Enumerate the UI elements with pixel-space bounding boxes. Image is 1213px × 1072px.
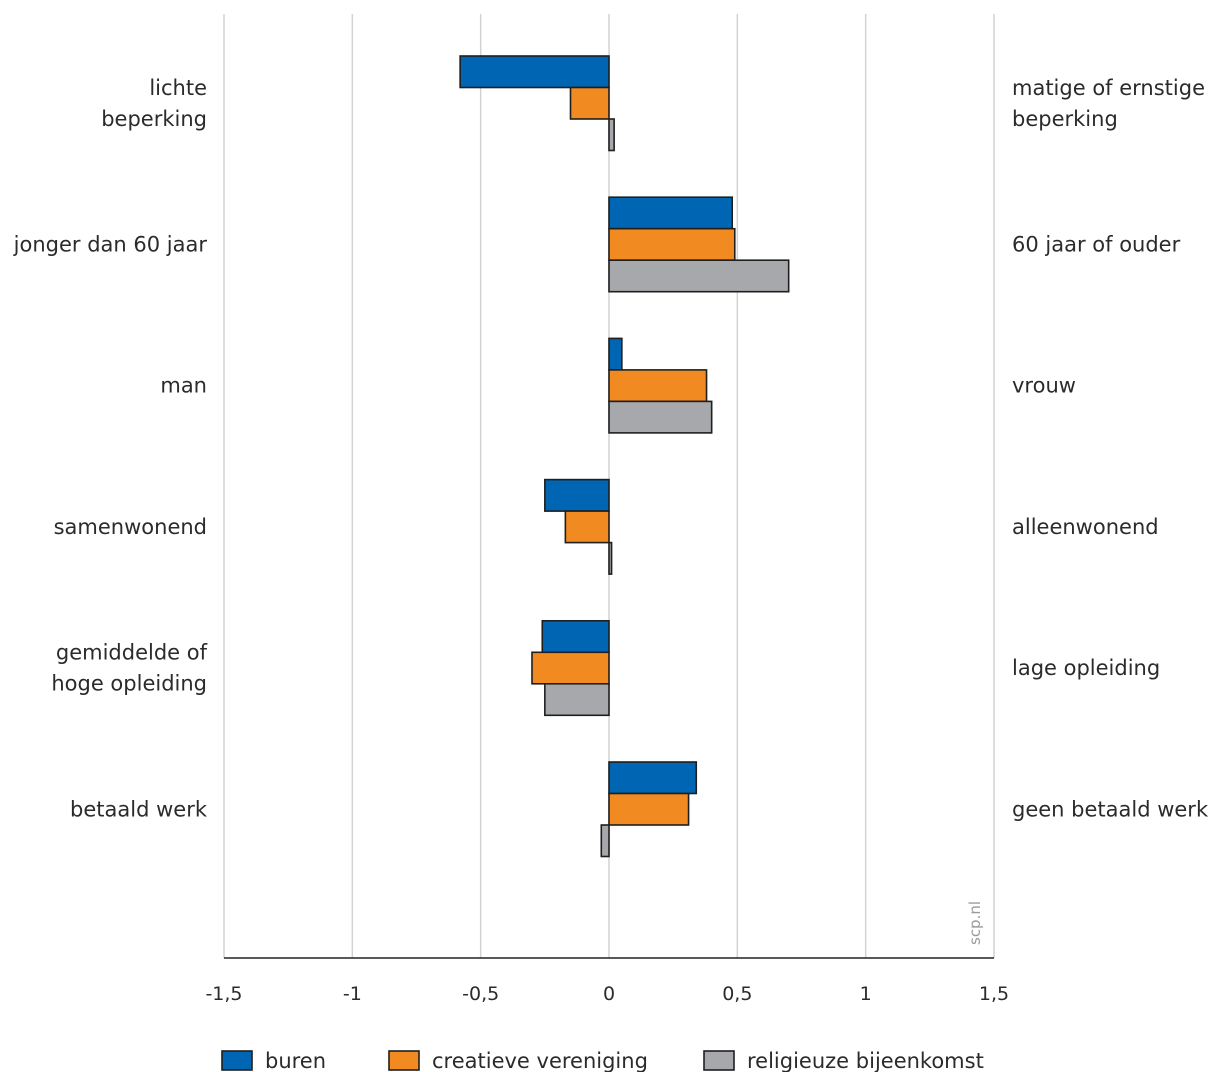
left-category-label: hoge opleiding (51, 672, 207, 696)
x-tick-label: 1,5 (979, 983, 1009, 1005)
bar-buren (544, 478, 610, 512)
grid (223, 14, 995, 958)
legend-label: creatieve vereniging (432, 1049, 648, 1072)
x-tick-label: 0 (603, 983, 615, 1005)
bar-creatieve-vereniging (608, 792, 690, 826)
left-category-label: lichte (149, 76, 207, 100)
right-category-label: beperking (1012, 107, 1118, 131)
legend-swatch (388, 1050, 420, 1071)
x-tick-label: -1,5 (205, 983, 242, 1005)
right-category-label: matige of ernstige (1012, 76, 1205, 100)
right-category-label: lage opleiding (1012, 656, 1160, 680)
x-tick-label: -1 (343, 983, 362, 1005)
bar-creatieve-vereniging (564, 510, 610, 544)
bars (459, 55, 790, 858)
bar-religieuze-bijeenkomst (608, 118, 615, 152)
bar-creatieve-vereniging (608, 227, 736, 261)
left-category-label: beperking (101, 107, 207, 131)
legend: buren creatieve vereniging religieuze bije… (221, 1049, 984, 1072)
bar-creatieve-vereniging (569, 86, 610, 120)
legend-swatch (703, 1050, 735, 1071)
watermark-text: scp.nl (966, 901, 984, 945)
bar-religieuze-bijeenkomst (608, 400, 713, 434)
left-category-label: samenwonend (54, 515, 207, 539)
left-category-label: gemiddelde of (56, 641, 208, 665)
category-labels: lichte beperking jonger dan 60 jaar man sam… (13, 76, 1209, 822)
x-tick-label: -0,5 (462, 983, 499, 1005)
x-tick-label: 1 (860, 983, 872, 1005)
legend-label: religieuze bijeenkomst (747, 1049, 984, 1072)
bar-buren (608, 196, 733, 230)
left-category-label: man (160, 374, 207, 398)
left-category-label: betaald werk (70, 797, 208, 821)
legend-label: buren (265, 1049, 326, 1072)
x-axis: -1,5 -1 -0,5 0 0,5 1 1,5 (205, 957, 1009, 1005)
bar-creatieve-vereniging (531, 651, 610, 685)
bar-buren (608, 337, 623, 371)
bar-religieuze-bijeenkomst (544, 682, 610, 717)
right-category-label: 60 jaar of ouder (1012, 232, 1181, 256)
right-category-label: alleenwonend (1012, 515, 1159, 539)
bar-religieuze-bijeenkomst (600, 824, 610, 858)
bar-buren (608, 761, 698, 795)
bar-religieuze-bijeenkomst (608, 541, 613, 575)
legend-swatch (221, 1050, 253, 1071)
bar-religieuze-bijeenkomst (608, 259, 790, 293)
x-tick-label: 0,5 (722, 983, 752, 1005)
right-category-label: vrouw (1012, 374, 1076, 398)
left-category-label: jonger dan 60 jaar (13, 232, 208, 256)
bar-buren (459, 55, 610, 89)
right-category-label: geen betaald werk (1012, 797, 1209, 821)
bar-creatieve-vereniging (608, 369, 708, 403)
bar-buren (541, 619, 610, 654)
